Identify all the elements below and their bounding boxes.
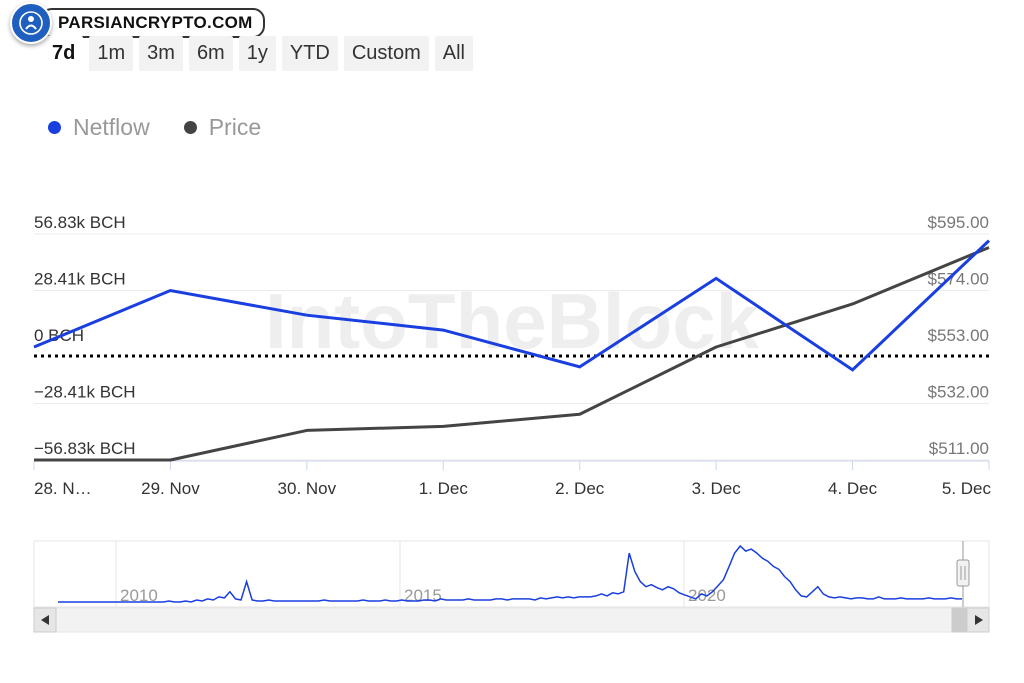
range-button-all[interactable]: All bbox=[434, 36, 473, 71]
y-left-tick-label: 56.83k BCH bbox=[34, 213, 126, 232]
legend-item-price[interactable]: Price bbox=[183, 114, 262, 141]
y-right-tick-label: $511.00 bbox=[929, 439, 989, 458]
brand-icon bbox=[10, 2, 52, 44]
x-tick-label: 3. Dec bbox=[692, 479, 742, 498]
navigator[interactable]: 2010 2015 2020 bbox=[33, 540, 990, 633]
arrow-right-icon bbox=[975, 615, 983, 625]
y-right-tick-label: $553.00 bbox=[928, 326, 989, 345]
x-tick-label: 28. N… bbox=[34, 479, 92, 498]
range-button-custom[interactable]: Custom bbox=[343, 36, 429, 71]
legend-marker-netflow bbox=[48, 121, 61, 134]
y-left-tick-label: 28.41k BCH bbox=[34, 270, 126, 289]
range-button-1y[interactable]: 1y bbox=[238, 36, 276, 71]
range-selector: 7d 1m 3m 6m 1y YTD Custom All bbox=[44, 36, 473, 71]
range-button-3m[interactable]: 3m bbox=[139, 36, 183, 71]
scrollbar-thumb[interactable] bbox=[951, 607, 968, 633]
legend-item-netflow[interactable]: Netflow bbox=[48, 114, 150, 141]
x-tick-label: 2. Dec bbox=[555, 479, 605, 498]
legend-label-netflow: Netflow bbox=[73, 114, 150, 140]
range-button-6m[interactable]: 6m bbox=[188, 36, 233, 71]
y-left-tick-label: −28.41k BCH bbox=[34, 382, 136, 401]
brand-logo: PARSIANCRYPTO.COM bbox=[10, 2, 265, 44]
y-right-tick-label: $595.00 bbox=[928, 213, 989, 232]
x-tick-label: 4. Dec bbox=[828, 479, 878, 498]
price-line bbox=[34, 246, 990, 462]
range-button-7d[interactable]: 7d bbox=[44, 36, 84, 71]
navigator-handle[interactable] bbox=[956, 559, 970, 587]
x-axis: 28. N… 29. Nov 30. Nov 1. Dec 2. Dec 3. Dec 4.… bbox=[33, 460, 992, 498]
navigator-series-line bbox=[58, 544, 962, 603]
arrow-left-icon bbox=[41, 615, 49, 625]
series-layer bbox=[33, 239, 991, 462]
x-tick-label: 30. Nov bbox=[278, 479, 337, 498]
navigator-year-label: 2015 bbox=[404, 586, 442, 605]
range-button-1m[interactable]: 1m bbox=[89, 36, 134, 71]
y-right-tick-label: $574.00 bbox=[928, 270, 989, 289]
legend-label-price: Price bbox=[208, 114, 262, 140]
legend-marker-price bbox=[183, 121, 197, 134]
scrollbar-track[interactable] bbox=[33, 607, 990, 633]
y-right-tick-label: $532.00 bbox=[928, 383, 989, 402]
x-tick-label: 1. Dec bbox=[419, 479, 469, 498]
x-tick-label: 29. Nov bbox=[141, 479, 200, 498]
chart-legend: Netflow Price bbox=[48, 114, 261, 141]
navigator-year-label: 2010 bbox=[120, 586, 158, 605]
range-button-ytd[interactable]: YTD bbox=[281, 36, 338, 71]
grid-lines bbox=[34, 233, 989, 461]
netflow-line bbox=[33, 239, 991, 372]
x-tick-label: 5. Dec bbox=[942, 479, 992, 498]
navigator-frame bbox=[33, 540, 990, 608]
y-left-tick-label: −56.83k BCH bbox=[34, 439, 136, 458]
